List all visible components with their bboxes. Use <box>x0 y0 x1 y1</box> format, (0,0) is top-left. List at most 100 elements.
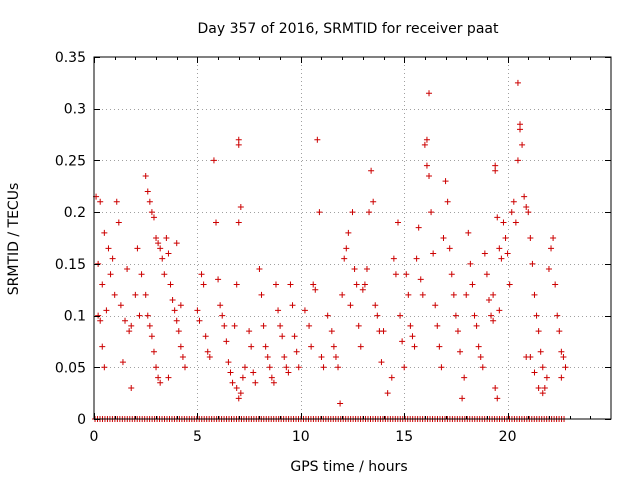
data-point <box>463 291 470 298</box>
data-point <box>225 359 232 366</box>
data-point <box>260 322 267 329</box>
data-point <box>533 312 540 319</box>
data-point <box>341 255 348 262</box>
data-point <box>161 271 168 278</box>
data-point <box>349 209 356 216</box>
data-point <box>248 343 255 350</box>
data-point <box>446 245 453 252</box>
data-point <box>397 312 404 319</box>
data-point <box>101 364 108 371</box>
data-point <box>206 353 213 360</box>
data-point <box>235 395 242 402</box>
data-point <box>330 343 337 350</box>
data-point <box>390 255 397 262</box>
x-tick-label: 15 <box>395 429 413 445</box>
data-point <box>490 317 497 324</box>
data-point <box>95 312 102 319</box>
data-point <box>494 214 501 221</box>
data-point <box>246 328 253 335</box>
data-point <box>494 395 501 402</box>
data-point <box>262 343 269 350</box>
data-point <box>163 235 170 241</box>
data-point <box>235 136 242 143</box>
data-point <box>512 219 519 226</box>
data-point <box>227 369 234 376</box>
data-point <box>378 359 385 366</box>
data-point <box>150 348 157 355</box>
data-point <box>394 219 401 226</box>
data-point <box>492 167 499 174</box>
data-point <box>359 286 366 293</box>
data-point <box>496 307 503 314</box>
data-point <box>250 369 257 376</box>
data-point <box>258 291 265 298</box>
data-point <box>467 260 474 267</box>
data-point <box>210 157 217 164</box>
x-tick-labels: 0 5 10 15 20 <box>90 429 517 445</box>
x-tick-label: 0 <box>90 429 99 445</box>
data-point <box>111 291 118 298</box>
data-point <box>388 374 395 381</box>
data-point <box>444 198 451 205</box>
data-point <box>417 276 424 283</box>
data-point <box>316 209 323 216</box>
data-point <box>374 312 381 319</box>
data-point <box>128 322 135 329</box>
data-point <box>320 364 327 371</box>
data-point <box>252 379 259 386</box>
data-point <box>450 291 457 298</box>
data-point <box>194 307 201 314</box>
data-point <box>399 338 406 345</box>
data-point <box>113 198 120 205</box>
axis-ticks <box>94 57 611 420</box>
data-point <box>231 322 238 329</box>
data-point <box>128 384 135 391</box>
data-point <box>392 271 399 278</box>
y-tick-label: 0.15 <box>55 257 86 273</box>
data-point <box>233 281 240 288</box>
data-point <box>558 374 565 381</box>
y-tick-label: 0.2 <box>64 205 86 221</box>
data-point <box>95 260 102 267</box>
data-point <box>345 229 352 236</box>
data-point <box>465 229 472 236</box>
data-point <box>169 297 176 304</box>
data-point <box>165 250 172 257</box>
data-point <box>517 126 524 133</box>
data-point <box>107 271 114 278</box>
data-point <box>103 307 110 314</box>
data-point <box>537 348 544 355</box>
data-point <box>500 219 507 226</box>
data-point <box>324 312 331 319</box>
data-point <box>372 302 379 309</box>
data-point <box>407 322 414 329</box>
data-point <box>413 255 420 262</box>
data-point <box>366 209 373 216</box>
data-point <box>109 255 116 262</box>
data-point <box>148 209 155 216</box>
data-point <box>384 390 391 397</box>
data-point <box>492 384 499 391</box>
data-point <box>175 328 182 335</box>
data-point <box>213 219 220 226</box>
data-point <box>357 343 364 350</box>
data-point <box>150 214 157 221</box>
plot-frame <box>93 56 612 420</box>
data-point <box>469 281 476 288</box>
chart-title: Day 357 of 2016, SRMTID for receiver paa… <box>198 21 499 37</box>
data-point <box>285 369 292 376</box>
data-point <box>233 384 240 391</box>
data-point <box>165 374 172 381</box>
data-point <box>428 209 435 216</box>
data-point <box>142 172 149 179</box>
data-point <box>312 286 319 293</box>
data-point <box>101 229 108 236</box>
data-point <box>531 369 538 376</box>
data-point <box>535 328 542 335</box>
x-tick-label: 10 <box>292 429 310 445</box>
data-point <box>99 343 106 350</box>
data-point <box>519 141 526 148</box>
data-point <box>219 312 226 319</box>
data-point <box>99 281 106 288</box>
